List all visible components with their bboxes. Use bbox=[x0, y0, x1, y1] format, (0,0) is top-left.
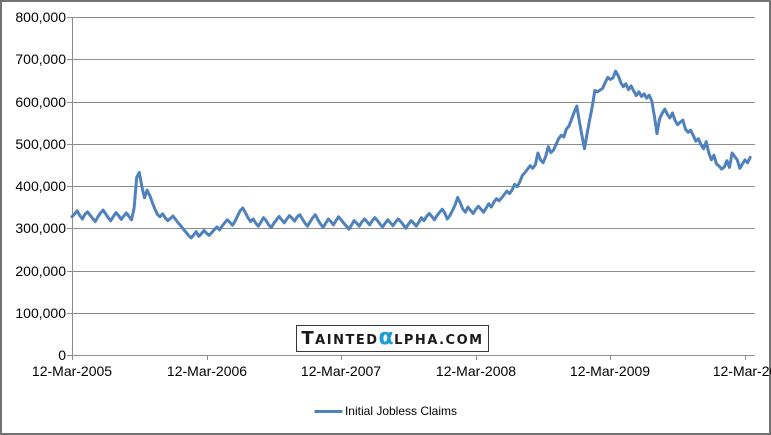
x-tick-label: 12-Mar-20 bbox=[712, 363, 771, 379]
legend-label: Initial Jobless Claims bbox=[344, 404, 458, 418]
watermark-alpha-icon: α bbox=[378, 325, 395, 350]
x-tick-label: 12-Mar-2009 bbox=[569, 363, 651, 379]
watermark-text-t: T bbox=[301, 328, 316, 349]
y-tick-label: 700,000 bbox=[15, 51, 66, 67]
y-tick-label: 800,000 bbox=[15, 9, 66, 25]
watermark-text-lpha-com: LPHA.COM bbox=[394, 333, 484, 348]
x-tick-label: 12-Mar-2006 bbox=[166, 363, 248, 379]
x-tick-label: 12-Mar-2005 bbox=[31, 363, 113, 379]
x-tick-label: 12-Mar-2008 bbox=[435, 363, 517, 379]
y-tick-label: 400,000 bbox=[15, 178, 66, 194]
y-tick-label: 0 bbox=[58, 347, 66, 363]
legend: Initial Jobless Claims bbox=[313, 404, 458, 418]
claims-line bbox=[70, 69, 752, 240]
y-tick-label: 500,000 bbox=[15, 136, 66, 152]
y-tick-label: 300,000 bbox=[15, 220, 66, 236]
y-tick-label: 200,000 bbox=[15, 263, 66, 279]
y-tick-label: 600,000 bbox=[15, 94, 66, 110]
watermark: TAINTEDαLPHA.COM bbox=[296, 325, 489, 352]
y-tick-label: 100,000 bbox=[15, 305, 66, 321]
x-tick-label: 12-Mar-2007 bbox=[300, 363, 382, 379]
watermark-text-ainted: AINTED bbox=[315, 333, 379, 348]
legend-line-swatch bbox=[313, 409, 342, 413]
